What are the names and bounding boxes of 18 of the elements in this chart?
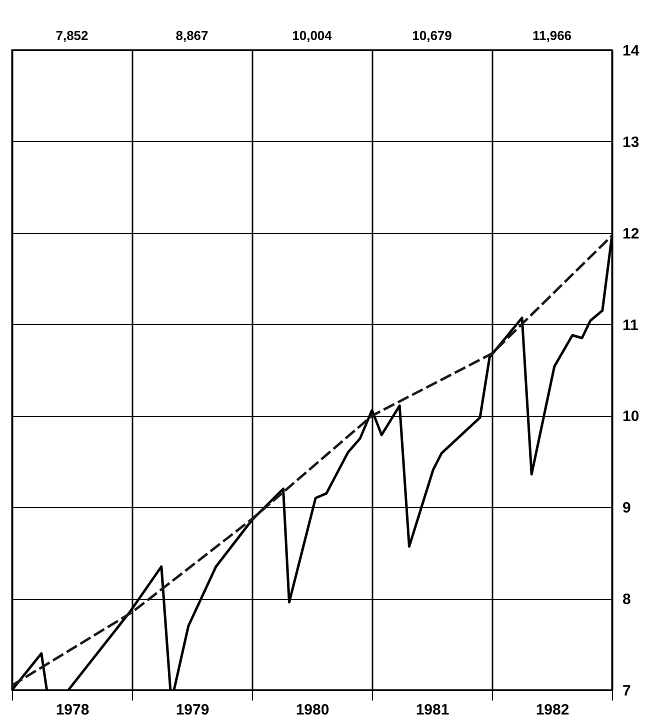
y-tick-label: 7: [622, 682, 631, 700]
x-tick-label: 1979: [176, 702, 210, 718]
x-tick-label: 1980: [296, 702, 330, 718]
y-tick-label: 8: [622, 591, 631, 608]
y-tick-label: 14: [622, 42, 640, 60]
y-tick-label: 12: [622, 225, 640, 242]
y-tick-label: 11: [622, 316, 638, 334]
text: 10,679: [412, 28, 452, 43]
y-tick-label: 9: [622, 500, 631, 517]
text: 8,867: [176, 28, 208, 43]
text: 11,966: [532, 28, 572, 43]
text: 7,852: [56, 28, 88, 43]
x-tick-label: 1982: [536, 702, 570, 718]
x-tick-label: 1978: [56, 702, 90, 718]
text: 10,004: [292, 28, 333, 43]
y-tick-label: 10: [622, 408, 640, 426]
x-tick-label: 1981: [416, 702, 450, 718]
y-tick-label: 13: [622, 134, 640, 151]
